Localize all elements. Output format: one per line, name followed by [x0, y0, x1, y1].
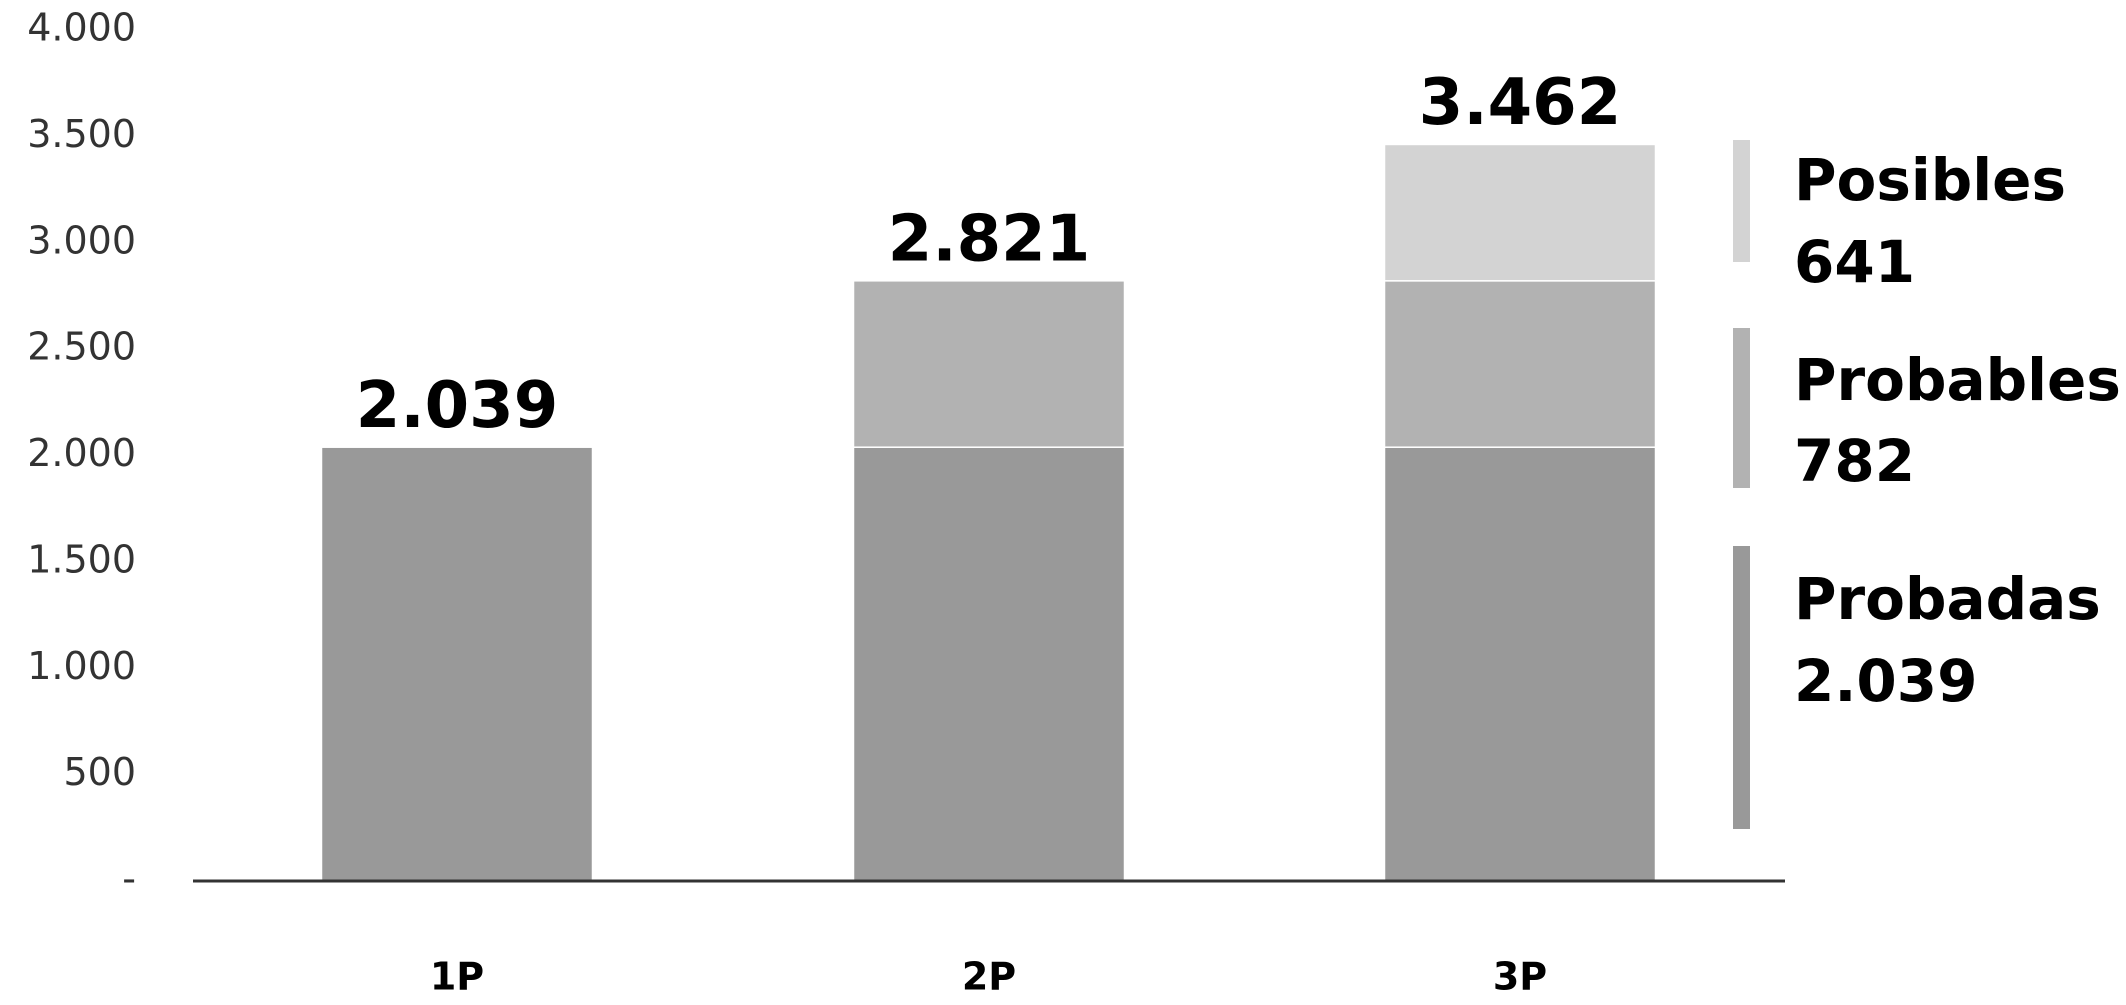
y-tick-label: 3.000: [27, 218, 136, 262]
x-tick-label: 1P: [430, 955, 484, 999]
legend-swatch: [1733, 140, 1750, 262]
legend-name: Probadas: [1794, 565, 2101, 633]
legend-name: Posibles: [1794, 146, 2066, 214]
y-tick-label: 4.000: [27, 6, 136, 50]
bar-segment: [852, 446, 1126, 882]
bar-segment: [1383, 446, 1657, 882]
legend-value: 641: [1794, 228, 1915, 296]
legend-value: 2.039: [1794, 647, 1977, 715]
bar-segment: [1383, 280, 1657, 448]
y-tick-label: 2.500: [27, 325, 136, 369]
legend-value: 782: [1794, 427, 1915, 495]
y-tick-label: 3.500: [27, 112, 136, 156]
total-label: 3.462: [1419, 66, 1621, 140]
legend-name: Probables: [1794, 346, 2121, 414]
x-tick-label: 3P: [1493, 955, 1547, 999]
total-label: 2.039: [356, 369, 558, 443]
x-tick-label: 2P: [962, 955, 1016, 999]
y-tick-label: -: [122, 857, 136, 901]
y-tick-label: 500: [63, 750, 136, 794]
total-label: 2.821: [888, 202, 1090, 276]
bar-segment: [852, 280, 1126, 448]
y-tick-label: 2.000: [27, 431, 136, 475]
bar-segment: [320, 446, 594, 882]
y-tick-label: 1.000: [27, 644, 136, 688]
y-tick-label: 1.500: [27, 537, 136, 581]
legend-swatch: [1733, 546, 1750, 829]
bar-segment: [1383, 143, 1657, 282]
legend-swatch: [1733, 328, 1750, 488]
